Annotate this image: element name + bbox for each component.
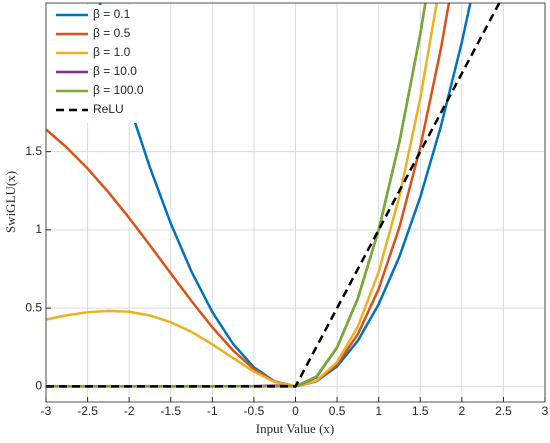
y-tick-label: 0.5 — [25, 300, 42, 314]
x-tick-label: 0.5 — [329, 404, 346, 418]
legend-label: β = 0.5 — [93, 26, 131, 40]
y-axis-label: SwiGLU(x) — [3, 171, 18, 233]
x-tick-label: 2 — [458, 404, 465, 418]
x-tick-label: -2.5 — [77, 404, 98, 418]
x-tick-label: -1.5 — [160, 404, 181, 418]
legend-label: β = 0.1 — [93, 7, 131, 21]
x-tick-label: 1.5 — [412, 404, 429, 418]
legend-box — [50, 5, 150, 123]
legend-label: ReLU — [93, 102, 124, 116]
x-tick-label: 0 — [292, 404, 299, 418]
legend-label: β = 10.0 — [93, 64, 137, 78]
y-tick-label: 0 — [35, 379, 42, 393]
x-tick-label: -1 — [207, 404, 218, 418]
legend: β = 0.1 β = 0.5 β = 1.0 β = 10.0 β = 100.0 Re… — [50, 5, 150, 123]
series-line — [46, 3, 501, 388]
y-tick-label: 1.5 — [25, 144, 42, 158]
ticks: -3 -2.5 -2 -1.5 -1 -0.5 0 0.5 1 1.5 2 2.5 3 0 0.5 1 1.5 — [25, 144, 548, 418]
legend-label: β = 1.0 — [93, 45, 131, 59]
x-tick-label: -3 — [41, 404, 52, 418]
y-tick-label: 1 — [35, 222, 42, 236]
x-tick-label: -0.5 — [244, 404, 265, 418]
x-axis-label: Input Value (x) — [256, 421, 334, 436]
x-tick-label: 1 — [375, 404, 382, 418]
x-tick-label: 2.5 — [495, 404, 512, 418]
legend-label: β = 100.0 — [93, 83, 144, 97]
x-tick-label: -2 — [124, 404, 135, 418]
x-tick-label: 3 — [542, 404, 549, 418]
